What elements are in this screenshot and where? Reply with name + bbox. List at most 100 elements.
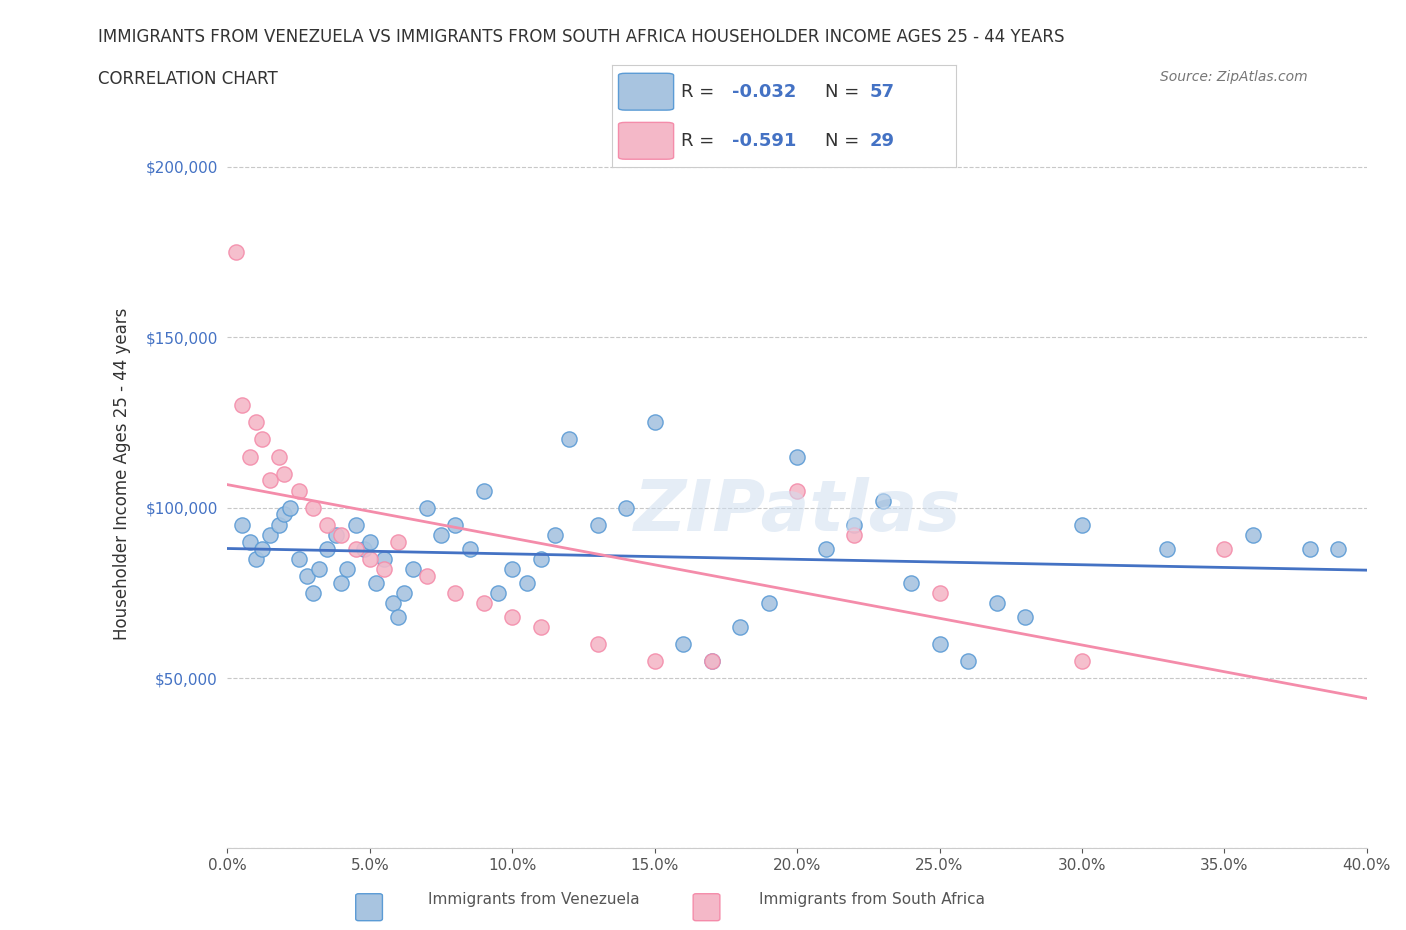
Point bbox=[586, 517, 609, 532]
Point bbox=[558, 432, 581, 447]
Point bbox=[530, 619, 553, 634]
Point bbox=[430, 527, 453, 542]
Point bbox=[245, 415, 267, 430]
Point bbox=[458, 541, 481, 556]
Point bbox=[614, 500, 637, 515]
Point bbox=[1241, 527, 1264, 542]
Point bbox=[373, 551, 395, 566]
Point bbox=[842, 517, 865, 532]
Point bbox=[486, 585, 509, 600]
Point bbox=[700, 654, 723, 669]
Point bbox=[250, 432, 273, 447]
Text: Immigrants from Venezuela: Immigrants from Venezuela bbox=[429, 892, 640, 907]
Point bbox=[267, 449, 290, 464]
Point bbox=[273, 466, 295, 481]
Point bbox=[245, 551, 267, 566]
Point bbox=[231, 398, 253, 413]
Point bbox=[239, 449, 262, 464]
Point bbox=[530, 551, 553, 566]
Point bbox=[1071, 517, 1094, 532]
Point bbox=[308, 562, 330, 577]
Y-axis label: Householder Income Ages 25 - 44 years: Householder Income Ages 25 - 44 years bbox=[114, 308, 131, 640]
Point bbox=[373, 562, 395, 577]
Point bbox=[353, 541, 375, 556]
Point bbox=[316, 517, 339, 532]
Point bbox=[956, 654, 979, 669]
Point bbox=[267, 517, 290, 532]
Point bbox=[225, 245, 247, 259]
Point bbox=[302, 500, 325, 515]
Point bbox=[644, 415, 666, 430]
Text: Source: ZipAtlas.com: Source: ZipAtlas.com bbox=[1160, 70, 1308, 84]
Point bbox=[472, 595, 495, 610]
Point bbox=[928, 585, 950, 600]
Point bbox=[786, 449, 808, 464]
Text: Immigrants from South Africa: Immigrants from South Africa bbox=[759, 892, 984, 907]
Point bbox=[387, 534, 409, 549]
Point bbox=[544, 527, 567, 542]
Point bbox=[259, 527, 281, 542]
Text: -0.032: -0.032 bbox=[733, 83, 797, 100]
Point bbox=[359, 551, 381, 566]
Point bbox=[501, 609, 523, 624]
Point bbox=[416, 568, 439, 583]
Point bbox=[1071, 654, 1094, 669]
Point bbox=[700, 654, 723, 669]
Point bbox=[444, 517, 467, 532]
Point bbox=[273, 507, 295, 522]
Point bbox=[344, 541, 367, 556]
Point bbox=[364, 575, 387, 590]
Point bbox=[359, 534, 381, 549]
Point bbox=[644, 654, 666, 669]
Point bbox=[295, 568, 318, 583]
Point bbox=[231, 517, 253, 532]
Point bbox=[330, 575, 353, 590]
Text: N =: N = bbox=[825, 132, 865, 150]
Point bbox=[501, 562, 523, 577]
Text: ZIPatlas: ZIPatlas bbox=[634, 476, 960, 546]
Point bbox=[728, 619, 751, 634]
Point bbox=[250, 541, 273, 556]
Point bbox=[786, 484, 808, 498]
Point bbox=[330, 527, 353, 542]
Point bbox=[392, 585, 415, 600]
Text: R =: R = bbox=[681, 132, 720, 150]
Point bbox=[1213, 541, 1236, 556]
Point bbox=[1156, 541, 1178, 556]
Point bbox=[316, 541, 339, 556]
Point bbox=[1327, 541, 1350, 556]
Point bbox=[472, 484, 495, 498]
Point bbox=[302, 585, 325, 600]
Point bbox=[259, 473, 281, 488]
Point bbox=[278, 500, 301, 515]
Point bbox=[872, 494, 894, 509]
Point bbox=[344, 517, 367, 532]
Text: 29: 29 bbox=[870, 132, 896, 150]
Text: IMMIGRANTS FROM VENEZUELA VS IMMIGRANTS FROM SOUTH AFRICA HOUSEHOLDER INCOME AGE: IMMIGRANTS FROM VENEZUELA VS IMMIGRANTS … bbox=[98, 28, 1064, 46]
Point bbox=[1014, 609, 1036, 624]
Text: R =: R = bbox=[681, 83, 720, 100]
Point bbox=[1299, 541, 1322, 556]
Point bbox=[814, 541, 837, 556]
FancyBboxPatch shape bbox=[619, 73, 673, 110]
Point bbox=[287, 551, 309, 566]
Point bbox=[672, 636, 695, 651]
Point bbox=[515, 575, 537, 590]
Point bbox=[900, 575, 922, 590]
Point bbox=[325, 527, 347, 542]
Text: N =: N = bbox=[825, 83, 865, 100]
Point bbox=[239, 534, 262, 549]
Point bbox=[401, 562, 423, 577]
Point bbox=[444, 585, 467, 600]
Text: -0.591: -0.591 bbox=[733, 132, 797, 150]
Point bbox=[842, 527, 865, 542]
Point bbox=[416, 500, 439, 515]
Point bbox=[758, 595, 780, 610]
Point bbox=[336, 562, 359, 577]
Text: CORRELATION CHART: CORRELATION CHART bbox=[98, 70, 278, 87]
Point bbox=[387, 609, 409, 624]
Text: 57: 57 bbox=[870, 83, 896, 100]
Point bbox=[586, 636, 609, 651]
Point bbox=[928, 636, 950, 651]
FancyBboxPatch shape bbox=[619, 123, 673, 159]
